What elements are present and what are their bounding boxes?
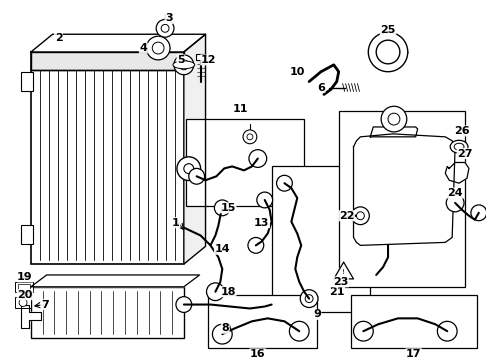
Circle shape	[174, 55, 193, 75]
Circle shape	[305, 295, 312, 302]
Circle shape	[222, 323, 230, 331]
Text: 6: 6	[316, 82, 324, 93]
Circle shape	[367, 32, 407, 72]
Polygon shape	[21, 305, 41, 328]
Bar	[21, 225, 33, 244]
Circle shape	[152, 42, 164, 54]
Circle shape	[243, 130, 256, 144]
Text: 25: 25	[380, 25, 395, 35]
Text: 8: 8	[221, 323, 229, 333]
Bar	[350, 295, 476, 348]
Circle shape	[214, 200, 230, 216]
Polygon shape	[183, 34, 205, 264]
Text: 3: 3	[165, 13, 172, 23]
Bar	[31, 52, 183, 70]
Text: 7: 7	[41, 300, 48, 310]
Text: 19: 19	[17, 272, 33, 282]
Bar	[271, 166, 369, 312]
Text: 12: 12	[201, 55, 216, 65]
Text: 11: 11	[232, 104, 247, 114]
Circle shape	[436, 321, 456, 341]
Text: !: !	[342, 269, 345, 275]
Circle shape	[156, 19, 174, 37]
Polygon shape	[353, 134, 454, 246]
Circle shape	[146, 36, 170, 60]
Bar	[18, 284, 30, 290]
Circle shape	[375, 40, 399, 64]
Circle shape	[161, 24, 169, 32]
Bar	[195, 54, 205, 60]
Bar	[31, 52, 183, 264]
Circle shape	[446, 194, 463, 212]
Text: 14: 14	[214, 244, 230, 254]
Ellipse shape	[173, 61, 194, 69]
Text: 2: 2	[55, 33, 62, 43]
Bar	[15, 282, 33, 292]
Text: 17: 17	[405, 349, 421, 359]
Bar	[215, 319, 237, 335]
Circle shape	[300, 290, 317, 307]
Ellipse shape	[449, 140, 467, 153]
Text: 23: 23	[332, 277, 347, 287]
Text: 10: 10	[289, 67, 305, 77]
Text: 18: 18	[220, 287, 236, 297]
Bar	[185, 119, 304, 206]
Circle shape	[387, 113, 399, 125]
Polygon shape	[31, 275, 199, 287]
Text: 26: 26	[453, 126, 469, 136]
Circle shape	[248, 150, 266, 167]
Text: 5: 5	[177, 55, 184, 65]
Polygon shape	[369, 127, 417, 137]
Circle shape	[183, 164, 193, 174]
Circle shape	[380, 106, 406, 132]
Circle shape	[206, 283, 224, 301]
Text: 27: 27	[456, 149, 472, 159]
Bar	[15, 297, 31, 309]
Circle shape	[289, 321, 308, 341]
Ellipse shape	[453, 143, 463, 150]
Text: 15: 15	[220, 203, 235, 213]
Circle shape	[276, 175, 292, 191]
Circle shape	[247, 238, 263, 253]
Circle shape	[212, 324, 232, 344]
Text: 1: 1	[172, 218, 180, 228]
Circle shape	[356, 212, 364, 220]
Text: 22: 22	[338, 211, 354, 221]
Text: 9: 9	[312, 309, 320, 319]
Text: 21: 21	[328, 287, 344, 297]
Bar	[21, 72, 33, 91]
Circle shape	[246, 134, 252, 140]
Circle shape	[353, 321, 372, 341]
Circle shape	[470, 205, 486, 221]
Polygon shape	[445, 162, 468, 183]
Polygon shape	[333, 262, 353, 279]
Bar	[31, 287, 183, 338]
Circle shape	[176, 297, 191, 312]
Text: 16: 16	[249, 349, 265, 359]
Bar	[338, 111, 464, 287]
Circle shape	[177, 157, 200, 180]
Text: 24: 24	[447, 188, 462, 198]
Text: 13: 13	[254, 218, 269, 228]
Circle shape	[19, 299, 27, 306]
Circle shape	[351, 207, 368, 225]
Text: 4: 4	[139, 43, 147, 53]
Circle shape	[179, 60, 188, 70]
Circle shape	[256, 192, 272, 208]
Polygon shape	[31, 34, 205, 52]
Circle shape	[188, 168, 204, 184]
Text: 20: 20	[17, 290, 33, 300]
Bar	[208, 295, 316, 348]
